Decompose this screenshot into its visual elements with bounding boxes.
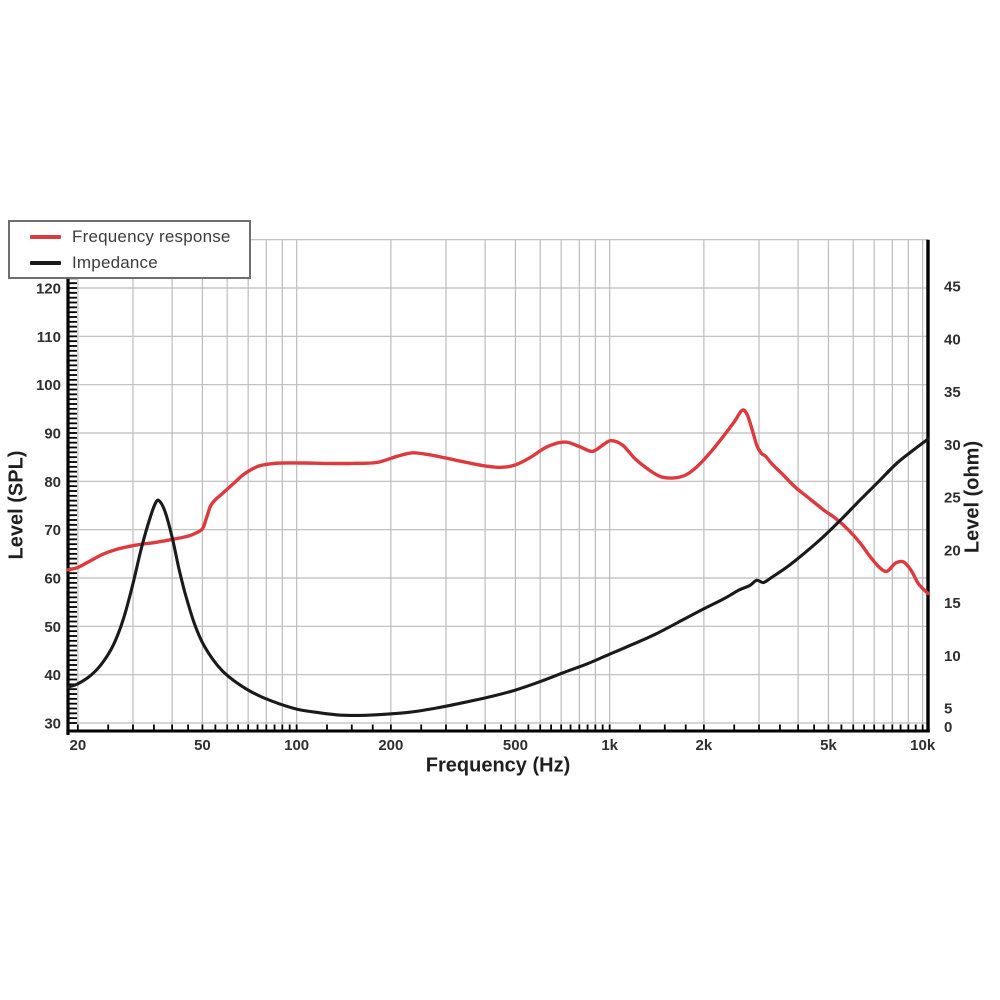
y-right-tick-label: 10: [944, 648, 961, 665]
x-tick-label: 5k: [820, 737, 837, 754]
legend-label-frequency-response: Frequency response: [72, 226, 231, 246]
y-left-tick-label: 80: [44, 474, 61, 491]
x-tick-label: 2k: [696, 737, 713, 754]
legend-label-impedance: Impedance: [72, 252, 158, 272]
y-left-tick-label: 50: [44, 619, 61, 636]
y-right-tick-label: 30: [944, 437, 961, 454]
y-right-tick-label: 20: [944, 542, 961, 559]
x-tick-label: 20: [70, 737, 87, 754]
x-tick-label: 10k: [910, 737, 936, 754]
y-right-tick-label: 45: [944, 279, 961, 296]
x-tick-label: 500: [503, 737, 528, 754]
y-right-tick-label: 25: [944, 490, 961, 507]
y-left-tick-label: 100: [36, 377, 61, 394]
legend-item-impedance: Impedance: [30, 253, 249, 273]
y-left-tick-label: 110: [37, 329, 61, 346]
frequency-response-swatch: [30, 234, 61, 239]
y-left-tick-label: 70: [44, 522, 61, 539]
axis-lines: [66, 239, 930, 735]
axis-ticks: [68, 277, 924, 731]
gridlines: [68, 239, 928, 731]
y-axis-title-left: Level (SPL): [5, 450, 28, 560]
x-axis-title: Frequency (Hz): [425, 754, 571, 777]
y-right-tick-label: 0: [944, 719, 952, 736]
legend: Frequency response Impedance: [8, 220, 251, 279]
y-right-tick-label: 15: [944, 595, 961, 612]
y-left-tick-label: 30: [44, 715, 61, 732]
y-axis-title-right: Level (ohm): [961, 440, 984, 554]
y-left-tick-label: 40: [44, 667, 61, 684]
tick-labels: 120 110 100 90 80 70 60 50 40 30 45 40 35 30 25 20 15 10 5…: [36, 279, 961, 755]
legend-item-frequency-response: Frequency response: [30, 227, 249, 247]
frequency-response-curve: [66, 408, 930, 596]
y-left-tick-label: 60: [44, 570, 61, 587]
y-right-tick-label: 35: [944, 384, 961, 401]
impedance-swatch: [30, 260, 61, 265]
x-tick-label: 200: [378, 737, 403, 754]
y-right-tick-label: 40: [944, 331, 961, 348]
y-left-tick-label: 90: [44, 425, 61, 442]
y-left-tick-label: 120: [36, 281, 61, 298]
x-tick-label: 50: [194, 737, 211, 754]
y-right-tick-label: 5: [944, 701, 952, 718]
impedance-curve: [66, 437, 930, 717]
x-tick-label: 1k: [601, 737, 618, 754]
x-tick-label: 100: [284, 737, 309, 754]
